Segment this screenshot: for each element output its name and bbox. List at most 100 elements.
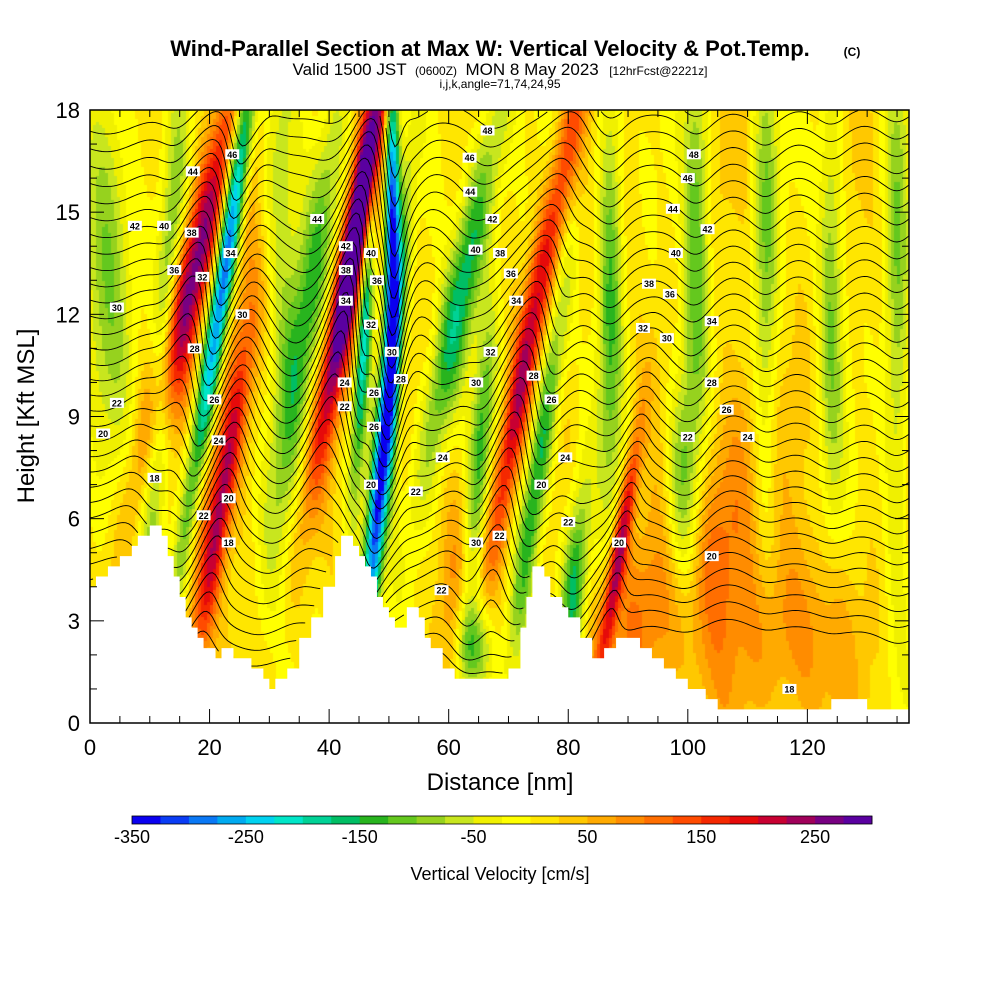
contour-label-text: 20 (98, 429, 108, 439)
contour-label-text: 32 (197, 272, 207, 282)
contour-label: 22 (408, 486, 423, 497)
contour-label: 30 (469, 537, 484, 548)
theta-contour (588, 110, 859, 137)
contour-label-text: 18 (150, 473, 160, 483)
colorbar-swatch (132, 816, 161, 824)
contour-label-text: 42 (130, 221, 140, 231)
theta-contour (90, 111, 357, 165)
contour-label: 24 (435, 452, 450, 463)
contour-label-text: 32 (486, 347, 496, 357)
colorbar-swatch (672, 816, 702, 824)
theta-contour (188, 591, 306, 636)
contour-label-text: 26 (209, 395, 219, 405)
contour-label-text: 20 (614, 538, 624, 548)
contour-label: 48 (480, 125, 495, 136)
theta-contour (579, 572, 909, 633)
theta-contour (173, 500, 339, 568)
theta-contour (388, 569, 524, 613)
theta-contour (869, 110, 909, 123)
colorbar-swatch (786, 816, 816, 824)
colorbar-swatch (416, 816, 446, 824)
contour-label: 18 (221, 537, 236, 548)
theta-contour (684, 110, 709, 117)
theta-contour (376, 496, 909, 593)
y-tick-label: 9 (68, 405, 80, 430)
contour-label-text: 20 (536, 480, 546, 490)
theta-contour (582, 589, 909, 642)
contour-label-text: 30 (662, 334, 672, 344)
y-tick-label: 0 (68, 711, 80, 736)
theta-contour (90, 291, 909, 440)
colorbar: -350 -250 -150 -50 50 150 250 (114, 815, 873, 847)
colorbar-tick-label: -250 (228, 827, 264, 847)
x-tick-label: 40 (317, 735, 341, 760)
theta-contour (90, 411, 909, 524)
contour-label-text: 36 (506, 269, 516, 279)
contour-label-text: 44 (668, 204, 678, 214)
theta-contour (573, 555, 909, 624)
grid-indices: i,j,k,angle=71,74,24,95 (439, 77, 560, 91)
contour-label: 46 (225, 149, 240, 160)
contour-label: 40 (668, 248, 683, 259)
theta-contour (90, 198, 909, 354)
theta-contour (90, 110, 198, 135)
contour-label: 36 (503, 268, 518, 279)
contour-label-text: 28 (707, 378, 717, 388)
contour-label-text: 18 (784, 684, 794, 694)
contour-label: 18 (782, 683, 797, 694)
contour-label: 22 (109, 397, 124, 408)
contour-label: 28 (704, 377, 719, 388)
contour-label-text: 24 (214, 436, 224, 446)
y-axis-label: Height [Kft MSL] (13, 329, 40, 504)
contour-label: 22 (337, 401, 352, 412)
contour-label-text: 30 (112, 303, 122, 313)
contour-label: 32 (635, 322, 650, 333)
contour-label-text: 34 (225, 249, 235, 259)
contour-label: 46 (680, 173, 695, 184)
contour-label-text: 22 (411, 487, 421, 497)
contour-label: 42 (485, 213, 500, 224)
contour-label: 20 (363, 479, 378, 490)
theta-contour (90, 522, 139, 534)
colorbar-swatch (758, 816, 788, 824)
theta-contour (90, 351, 909, 482)
contour-label-text: 26 (369, 388, 379, 398)
contour-label: 44 (310, 213, 325, 224)
contour-label-text: 40 (366, 249, 376, 259)
contour-label: 46 (462, 152, 477, 163)
contour-label: 42 (700, 224, 715, 235)
contour-label: 48 (686, 149, 701, 160)
theta-contour (197, 630, 219, 652)
contour-label-text: 26 (547, 395, 557, 405)
colorbar-tick-label: -350 (114, 827, 150, 847)
theta-contour (90, 310, 909, 454)
contour-label-text: 26 (722, 405, 732, 415)
theta-contour (90, 118, 909, 234)
forecast-info: [12hrFcst@2221z] (609, 64, 707, 78)
contour-label-text: 26 (369, 422, 379, 432)
contour-label-text: 40 (471, 245, 481, 255)
theta-contour (421, 616, 515, 646)
theta-contour (424, 632, 512, 661)
contour-label-text: 18 (224, 538, 234, 548)
contour-label: 22 (680, 431, 695, 442)
theta-contour (90, 330, 909, 468)
colorbar-swatch (217, 816, 247, 824)
colorbar-swatch (359, 816, 389, 824)
contour-label: 36 (369, 275, 384, 286)
contour-label-text: 44 (188, 167, 198, 177)
contour-label-text: 30 (471, 538, 481, 548)
x-tick-label: 0 (84, 735, 96, 760)
valid-utc: (0600Z) (415, 64, 457, 78)
theta-contour (191, 610, 297, 651)
terrain-mask (90, 525, 909, 723)
contour-label-text: 32 (366, 320, 376, 330)
contour-label: 22 (196, 510, 211, 521)
theta-contour (90, 241, 909, 399)
theta-contour (90, 227, 909, 384)
contour-label: 30 (469, 377, 484, 388)
y-tick-label: 6 (68, 507, 80, 532)
contour-label-text: 42 (341, 242, 351, 252)
contour-label: 34 (509, 295, 524, 306)
theta-contour (248, 657, 291, 667)
